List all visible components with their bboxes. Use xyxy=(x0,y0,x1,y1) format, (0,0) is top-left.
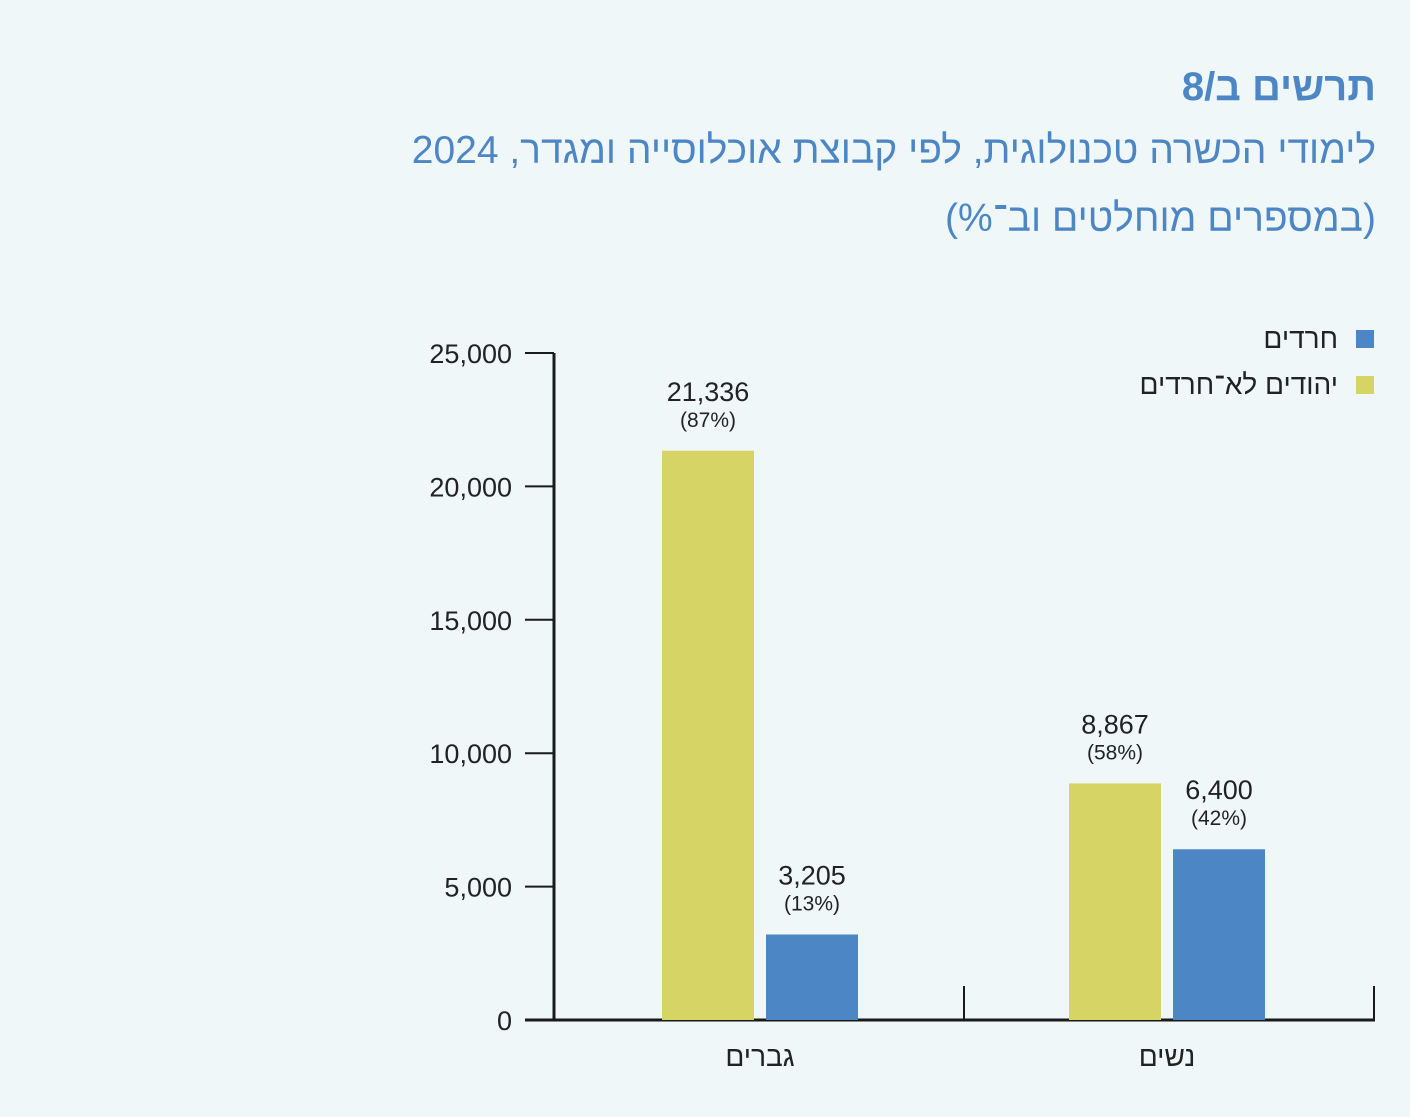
y-tick-label: 5,000 xyxy=(444,873,512,903)
x-category-label: נשים xyxy=(1139,1041,1195,1072)
bar xyxy=(662,450,754,1021)
x-category-label: גברים xyxy=(725,1041,794,1072)
bar xyxy=(1069,783,1161,1020)
figure-label: תרשים ב/8 xyxy=(1181,65,1376,109)
bar-percent-label: (58%) xyxy=(1087,741,1143,764)
bar-percent-label: (87%) xyxy=(680,409,736,432)
legend-item-haredim: חרדים xyxy=(1140,316,1374,362)
legend-label-haredim: חרדים xyxy=(1263,323,1338,354)
legend-label-non-haredi-jews: יהודים לא־חרדים xyxy=(1139,369,1338,400)
bar-value-label: 21,336 xyxy=(667,377,750,407)
legend-swatch-non-haredi-jews xyxy=(1356,376,1374,394)
bar-value-label: 6,400 xyxy=(1185,775,1253,805)
y-tick-label: 10,000 xyxy=(429,739,512,769)
y-tick-label: 25,000 xyxy=(429,339,512,369)
bar-percent-label: (13%) xyxy=(784,892,840,915)
y-tick-label: 20,000 xyxy=(429,472,512,502)
bar-value-label: 3,205 xyxy=(778,860,846,890)
bar-value-label: 8,867 xyxy=(1081,709,1149,739)
legend-swatch-haredim xyxy=(1356,330,1374,348)
bar xyxy=(1173,849,1265,1020)
legend: חרדים יהודים לא־חרדים xyxy=(1140,316,1374,408)
chart-heading: תרשים ב/8 לימודי הכשרה טכנולוגית, לפי קב… xyxy=(412,62,1376,248)
legend-item-non-haredi-jews: יהודים לא־חרדים xyxy=(1140,362,1374,408)
bar xyxy=(766,934,858,1020)
chart-subtitle: (במספרים מוחלטים וב־%) xyxy=(945,197,1376,240)
chart-title: לימודי הכשרה טכנולוגית, לפי קבוצת אוכלוס… xyxy=(411,129,1376,172)
bar-percent-label: (42%) xyxy=(1191,807,1247,830)
y-tick-label: 0 xyxy=(497,1006,512,1036)
y-tick-label: 15,000 xyxy=(429,606,512,636)
